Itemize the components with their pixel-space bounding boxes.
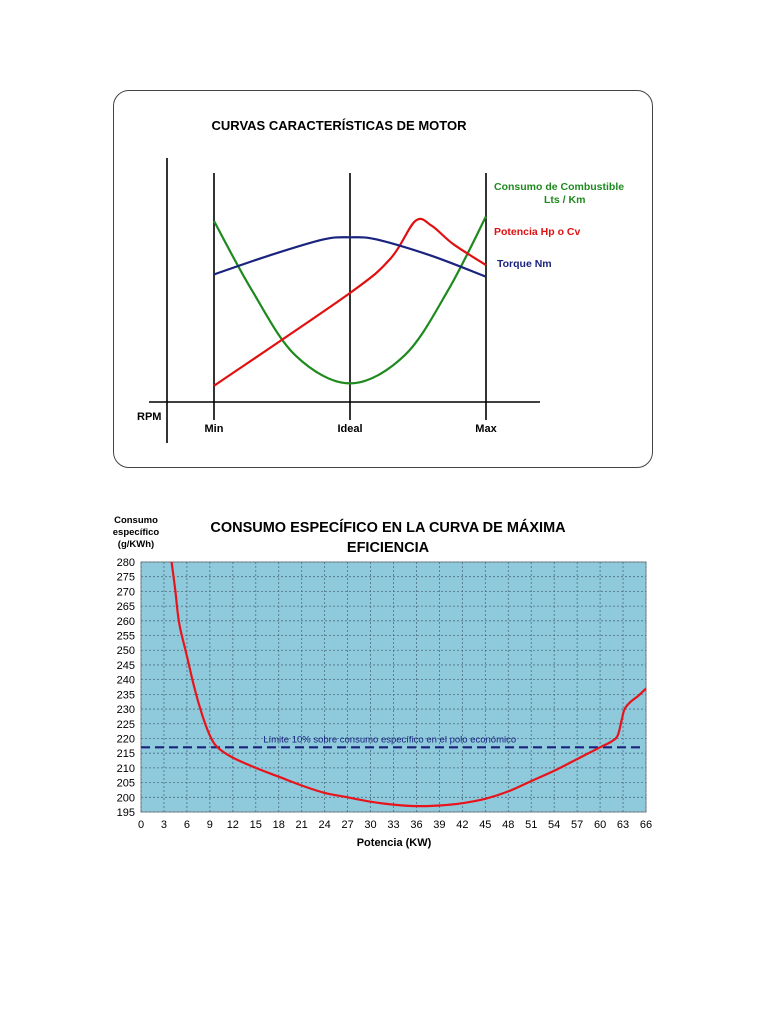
x-tick-label: 27	[341, 819, 353, 831]
x-tick-label: 54	[548, 819, 560, 831]
x-tick-label: 21	[296, 819, 308, 831]
y-tick-label: 210	[117, 763, 135, 775]
x-tick-label: 6	[184, 819, 190, 831]
y-tick-label: 280	[117, 557, 135, 569]
x-category-label: Max	[475, 423, 497, 435]
series-label-2: Torque Nm	[497, 258, 552, 270]
y-tick-label: 195	[117, 807, 135, 819]
specific-consumption-chart: CONSUMO ESPECÍFICO EN LA CURVA DE MÁXIMA…	[113, 515, 652, 849]
y-tick-label: 220	[117, 733, 135, 745]
x-tick-label: 12	[227, 819, 239, 831]
series-label-0: Lts / Km	[544, 194, 585, 206]
x-tick-label: 3	[161, 819, 167, 831]
y-tick-label: 225	[117, 719, 135, 731]
motor-curves-chart: CURVAS CARACTERÍSTICAS DE MOTOR Min Ideal…	[137, 118, 624, 443]
y-tick-label: 200	[117, 792, 135, 804]
y-tick-label: 270	[117, 586, 135, 598]
x-axis-label: RPM	[137, 411, 161, 423]
y-tick-label: 255	[117, 631, 135, 643]
x-tick-label: 18	[273, 819, 285, 831]
x-category-label: Min	[205, 423, 224, 435]
y-tick-label: 205	[117, 778, 135, 790]
series-line-0	[213, 215, 487, 385]
x-tick-label: 24	[319, 819, 331, 831]
x-tick-label: 45	[479, 819, 491, 831]
chart-title: CURVAS CARACTERÍSTICAS DE MOTOR	[212, 118, 468, 133]
x-tick-label: 39	[433, 819, 445, 831]
y-tick-label: 260	[117, 616, 135, 628]
x-tick-label: 63	[617, 819, 629, 831]
motor-curves-panel	[113, 90, 653, 468]
x-tick-label: 42	[456, 819, 468, 831]
y-tick-label: 230	[117, 704, 135, 716]
x-axis-label: Potencia (KW)	[357, 837, 432, 849]
y-tick-label: 275	[117, 572, 135, 584]
x-tick-label: 0	[138, 819, 144, 831]
x-tick-label: 15	[250, 819, 262, 831]
x-tick-label: 33	[387, 819, 399, 831]
y-tick-label: 215	[117, 748, 135, 760]
chart-title: EFICIENCIA	[347, 540, 430, 556]
y-axis-label: (g/KWh)	[118, 539, 154, 550]
y-tick-label: 240	[117, 675, 135, 687]
x-tick-label: 30	[364, 819, 376, 831]
x-tick-label: 9	[207, 819, 213, 831]
x-tick-label: 36	[410, 819, 422, 831]
y-axis-label: Consumo	[114, 515, 158, 526]
y-tick-label: 250	[117, 645, 135, 657]
y-tick-label: 245	[117, 660, 135, 672]
consumption-curve	[170, 561, 647, 808]
series-line-2	[213, 236, 487, 278]
x-tick-label: 51	[525, 819, 537, 831]
series-label-0: Consumo de Combustible	[494, 181, 624, 193]
limit-annotation: Límite 10% sobre consumo específico en e…	[263, 734, 516, 745]
x-category-label: Ideal	[337, 423, 362, 435]
y-axis-label: específico	[113, 527, 160, 538]
y-tick-label: 265	[117, 601, 135, 613]
x-tick-label: 66	[640, 819, 652, 831]
x-tick-label: 60	[594, 819, 606, 831]
x-tick-label: 48	[502, 819, 514, 831]
chart-title: CONSUMO ESPECÍFICO EN LA CURVA DE MÁXIMA	[210, 519, 566, 536]
series-label-1: Potencia Hp o Cv	[494, 226, 581, 238]
y-tick-label: 235	[117, 689, 135, 701]
series-line-1	[213, 217, 487, 387]
x-tick-label: 57	[571, 819, 583, 831]
